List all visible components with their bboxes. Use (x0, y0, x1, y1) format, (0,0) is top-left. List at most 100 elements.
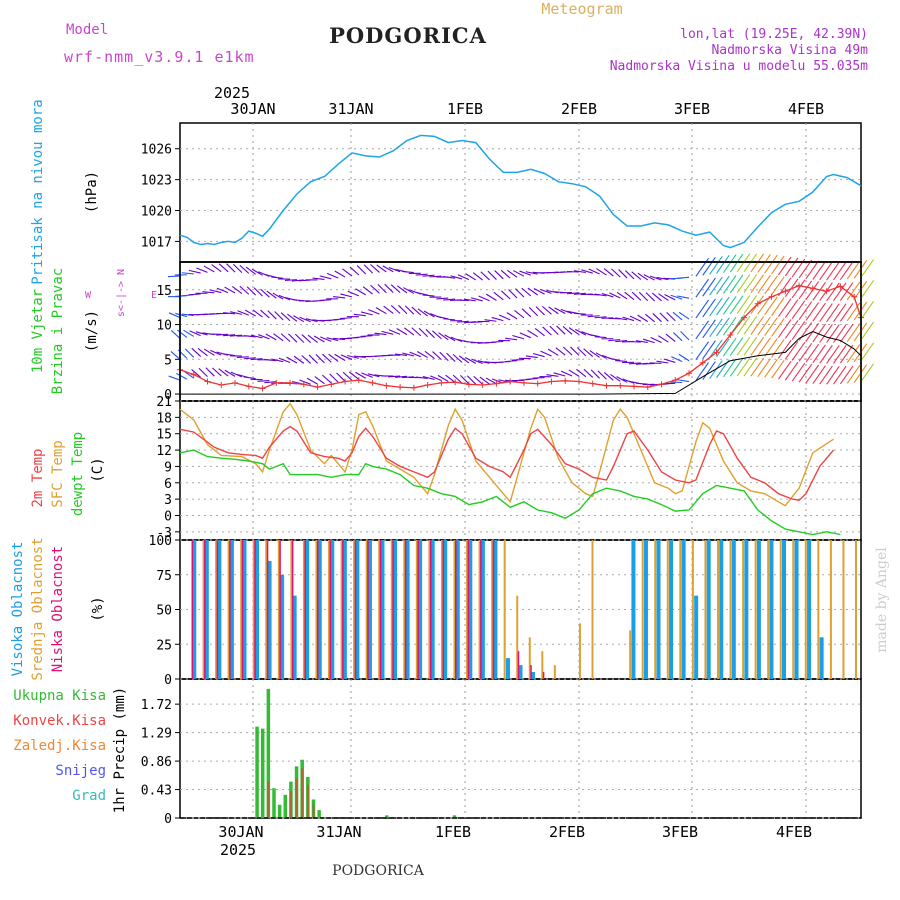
wind-speed-marker (190, 371, 197, 378)
wind-arrow (805, 343, 820, 363)
precip-legend-item: Zaledj.Kisa (13, 738, 106, 754)
wind-arrow (805, 281, 820, 300)
wind-speed-marker (479, 382, 486, 389)
wind-arrow (791, 342, 806, 361)
wind-arrow (224, 286, 236, 294)
wind-arrow (805, 260, 820, 280)
wind-arrow (401, 270, 414, 274)
wind-arrow (367, 373, 380, 378)
model-label: Model (66, 22, 108, 38)
temp-sfc-title: SFC Temp (50, 440, 66, 507)
wind-speed-marker (548, 378, 555, 385)
wind-speed-marker (603, 382, 610, 389)
wind-arrow (436, 297, 449, 300)
wind-arrow (491, 316, 504, 322)
wind-arrow (505, 337, 518, 341)
wind-arrow (500, 269, 511, 279)
wind-arrow (493, 291, 504, 301)
wind-arrow (812, 261, 826, 280)
wind-arrow (348, 371, 360, 380)
wind-arrow (658, 335, 669, 343)
wind-arrow (581, 269, 593, 274)
wind-arrow (381, 330, 394, 335)
wind-arrow (860, 259, 875, 278)
wind-arrow (672, 311, 683, 321)
wind-arrow (404, 305, 415, 315)
wind-arrow (477, 360, 490, 364)
wind-arrow (293, 315, 305, 323)
wind-arrow (596, 268, 607, 276)
wind-arrow (314, 376, 325, 385)
wind-arrow (736, 274, 751, 293)
wind-arrow (203, 348, 215, 356)
wind-arrow (218, 368, 229, 377)
wind-arrow (223, 312, 236, 315)
wind-speed-marker (204, 378, 211, 385)
wind-arrow (466, 375, 477, 385)
wind-arrow (677, 276, 690, 279)
wind-arrow (402, 352, 415, 357)
wind-arrow (736, 357, 751, 377)
wind-arrow (519, 270, 532, 276)
wind-arrow (374, 332, 387, 336)
wind-arrow (826, 365, 840, 385)
wind-arrow (418, 327, 429, 338)
wind-arrow (252, 309, 263, 318)
y-tick-label: 0.86 (141, 755, 172, 770)
wind-arrow (452, 374, 463, 384)
wind-arrow (629, 315, 642, 322)
wind-arrow (432, 330, 442, 340)
wind-arrow (729, 274, 744, 294)
wind-speed-marker (300, 381, 307, 388)
wind-speed-marker (562, 377, 569, 384)
wind-arrow (280, 312, 291, 322)
wind-arrow (771, 359, 785, 379)
wind-arrow (798, 280, 813, 300)
wind-arrow (722, 254, 737, 273)
wind-arrow (319, 299, 332, 301)
wind-arrow (382, 265, 394, 273)
precip-convective-bar (312, 804, 315, 818)
precip-legend-item: Ukupna Kisa (13, 688, 106, 704)
precip-unit: 1hr Precip (mm) (112, 687, 128, 813)
wind-arrow (764, 254, 778, 274)
wind-arrow (301, 334, 312, 344)
wind-arrow (287, 313, 298, 322)
wind-arrow (819, 303, 833, 322)
wind-arrow (805, 364, 820, 384)
wind-arrow (211, 264, 222, 273)
wind-arrow (588, 268, 600, 275)
wind-arrow (322, 374, 332, 384)
wind-arrow (188, 293, 201, 296)
wind-arrow (478, 295, 490, 302)
wind-arrow (570, 346, 580, 356)
dewpoint-line (179, 449, 841, 536)
wind-arrow (340, 354, 353, 360)
wind-arrow (556, 325, 566, 335)
wind-arrow (339, 317, 353, 320)
wind-arrow (750, 316, 765, 335)
wind-speed-marker (631, 383, 637, 390)
bottom-date-label: 3FEB (662, 823, 698, 841)
model-altitude-label: Nadmorska Visina u modelu 55.035m (610, 59, 868, 74)
wind-arrow (805, 302, 820, 321)
wind-arrow (743, 295, 758, 314)
wind-arrow (533, 288, 545, 295)
wind-arrow (479, 376, 490, 385)
wind-arrow (680, 331, 690, 341)
wind-arrow (336, 372, 346, 382)
precip-convective-bar (301, 768, 304, 818)
wind-arrow (411, 327, 422, 337)
wind-arrow (628, 362, 641, 365)
wind-arrow (398, 304, 408, 315)
precip-convective-bar (306, 784, 309, 818)
y-tick-label: 0 (164, 388, 172, 403)
wind-arrow (833, 261, 847, 281)
wind-arrow (595, 352, 607, 359)
wind-arrow (618, 269, 628, 279)
wind-arrow (333, 295, 346, 299)
wind-arrow (258, 334, 270, 340)
wind-arrow (778, 319, 792, 338)
wind-arrow (652, 313, 662, 323)
y-tick-label: 10 (156, 319, 172, 334)
